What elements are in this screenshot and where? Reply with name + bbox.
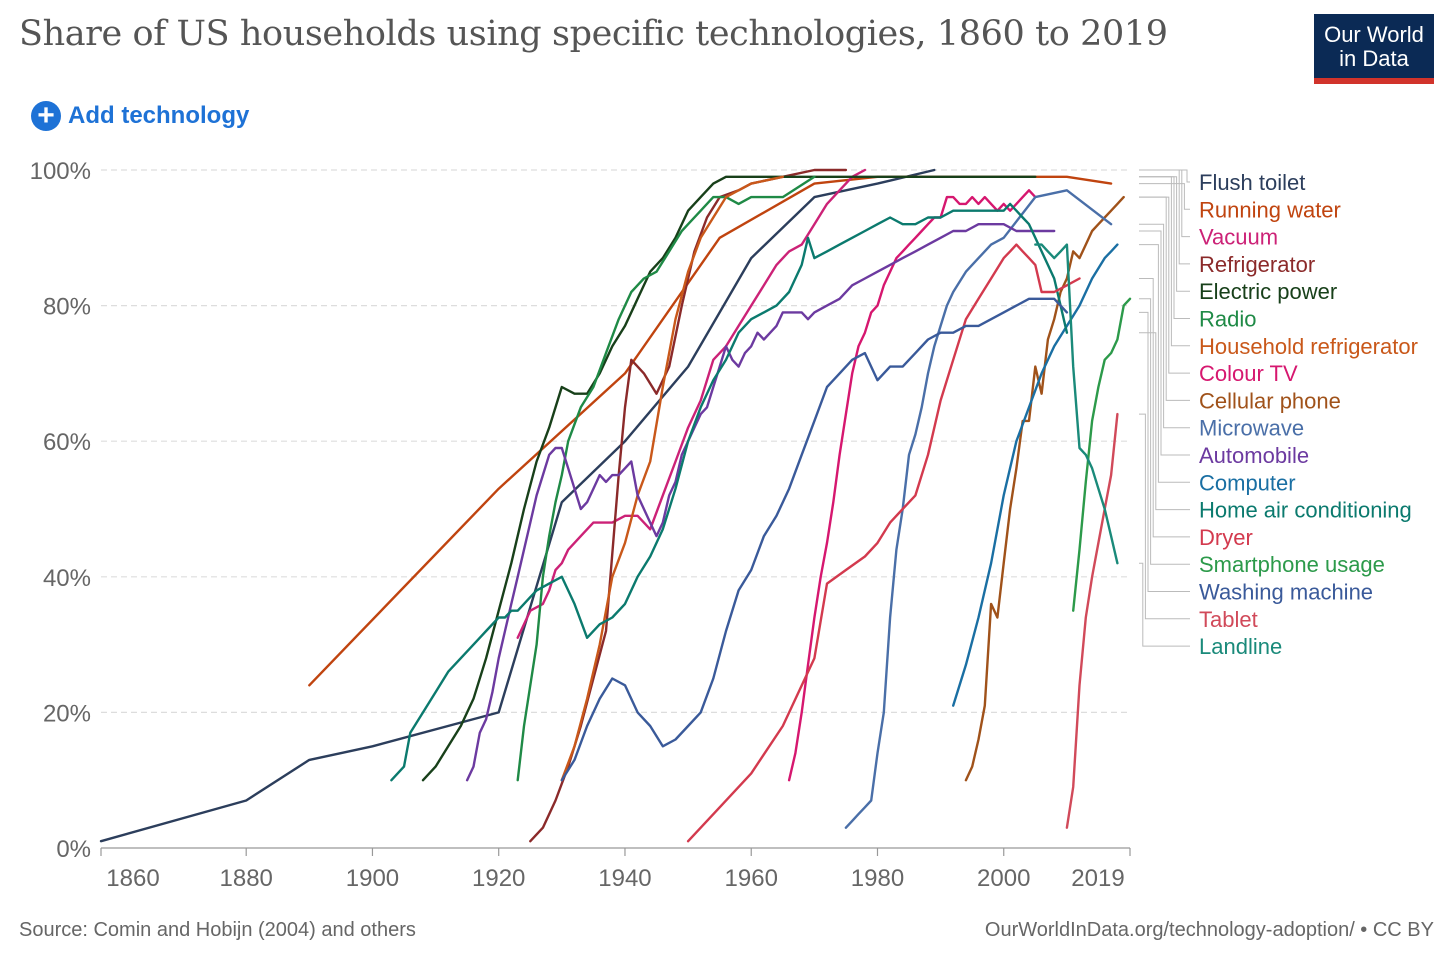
x-tick-label: 1860 <box>106 865 159 892</box>
legend-label[interactable]: Cellular phone <box>1199 388 1341 413</box>
legend-label[interactable]: Vacuum <box>1199 225 1278 250</box>
legend-label[interactable]: Home air conditioning <box>1199 498 1412 523</box>
series-line-colour-tv[interactable] <box>787 189 1037 782</box>
x-tick-label: 1900 <box>346 865 399 892</box>
x-tick-label: 1940 <box>598 865 651 892</box>
series-line-radio[interactable] <box>516 175 816 782</box>
series-line-home-air-conditioning[interactable] <box>390 202 1069 782</box>
legend-label[interactable]: Running water <box>1199 197 1341 222</box>
x-tick-label: 2019 <box>1071 865 1124 892</box>
legend-label[interactable]: Smartphone usage <box>1199 552 1385 577</box>
series-line-vacuum[interactable] <box>516 168 867 639</box>
gridlines <box>101 169 1130 714</box>
legend-label[interactable]: Electric power <box>1199 279 1337 304</box>
x-tick-label: 1920 <box>472 865 525 892</box>
series-line-microwave[interactable] <box>844 189 1113 829</box>
owid-logo[interactable]: Our World in Data <box>1314 14 1434 84</box>
y-tick-label: 20% <box>43 700 91 727</box>
x-axis: 1860 1880 1900 1920 1940 1960 1980 2000 2019 <box>100 847 1131 892</box>
y-tick-label: 40% <box>43 565 91 592</box>
series-line-computer[interactable] <box>952 243 1119 707</box>
series-lines <box>99 168 1132 843</box>
legend-connector <box>1139 223 1190 429</box>
series-line-household-refrigerator[interactable] <box>560 175 784 782</box>
series-line-landline[interactable] <box>1034 243 1119 565</box>
plus-circle-icon: + <box>31 101 61 131</box>
y-tick-label: 80% <box>43 294 91 321</box>
footer-url[interactable]: OurWorldInData.org/technology-adoption/ … <box>984 919 1434 941</box>
source-note: Source: Comin and Hobijn (2004) and othe… <box>19 919 416 941</box>
legend-connector <box>1139 176 1190 292</box>
series-line-cellular-phone[interactable] <box>964 195 1125 782</box>
series-line-washing-machine[interactable] <box>560 297 1069 782</box>
legend-connector <box>1139 169 1190 183</box>
legend-connector <box>1139 230 1190 456</box>
legend-connector <box>1139 298 1190 565</box>
legend-label[interactable]: Washing machine <box>1199 580 1373 605</box>
y-axis: 0% 20% 40% 60% 80% 100% <box>30 158 91 863</box>
x-tick-label: 1960 <box>725 865 778 892</box>
legend-connector <box>1139 413 1190 620</box>
x-tick-label: 1980 <box>851 865 904 892</box>
logo-line-2: in Data <box>1339 46 1409 71</box>
series-line-smartphone-usage[interactable] <box>1071 297 1132 612</box>
logo-line-1: Our World <box>1324 22 1424 47</box>
legend-label[interactable]: Automobile <box>1199 443 1309 468</box>
legend-connector <box>1139 278 1190 538</box>
legend-connector <box>1139 176 1190 319</box>
legend-label[interactable]: Refrigerator <box>1199 252 1315 277</box>
y-tick-label: 0% <box>56 836 91 863</box>
legend-connector <box>1139 244 1190 483</box>
legend-connector <box>1139 332 1190 511</box>
legend-label[interactable]: Landline <box>1199 634 1282 659</box>
legend-label[interactable]: Colour TV <box>1199 361 1298 386</box>
series-line-flush-toilet[interactable] <box>99 168 936 843</box>
legend-connector <box>1139 169 1190 265</box>
legend-label[interactable]: Computer <box>1199 470 1296 495</box>
series-line-dryer[interactable] <box>686 243 1081 843</box>
add-technology-button[interactable]: + Add technology <box>31 101 249 131</box>
legend-label[interactable]: Radio <box>1199 307 1256 332</box>
series-line-electric-power[interactable] <box>421 175 1037 782</box>
legend-connector <box>1139 311 1190 592</box>
legend-connector <box>1139 169 1190 238</box>
legend-label[interactable]: Tablet <box>1199 607 1258 632</box>
chart-title: Share of US households using specific te… <box>19 14 1168 54</box>
add-technology-label: Add technology <box>68 102 250 129</box>
y-tick-label: 60% <box>43 429 91 456</box>
logo-red-bar <box>1314 78 1434 84</box>
x-tick-label: 1880 <box>220 865 273 892</box>
legend-connector <box>1139 562 1190 647</box>
series-line-tablet[interactable] <box>1065 412 1119 829</box>
x-tick-label: 2000 <box>977 865 1030 892</box>
legend-connector <box>1139 176 1190 347</box>
legend-label[interactable]: Flush toilet <box>1199 170 1305 195</box>
y-tick-label: 100% <box>30 158 91 185</box>
legend-label[interactable]: Microwave <box>1199 416 1304 441</box>
series-line-automobile[interactable] <box>465 222 1056 782</box>
legend-connector <box>1139 183 1190 210</box>
legend-label[interactable]: Dryer <box>1199 525 1253 550</box>
legend-connector <box>1139 196 1190 374</box>
legend-connector <box>1139 196 1190 401</box>
legend-label[interactable]: Household refrigerator <box>1199 334 1418 359</box>
